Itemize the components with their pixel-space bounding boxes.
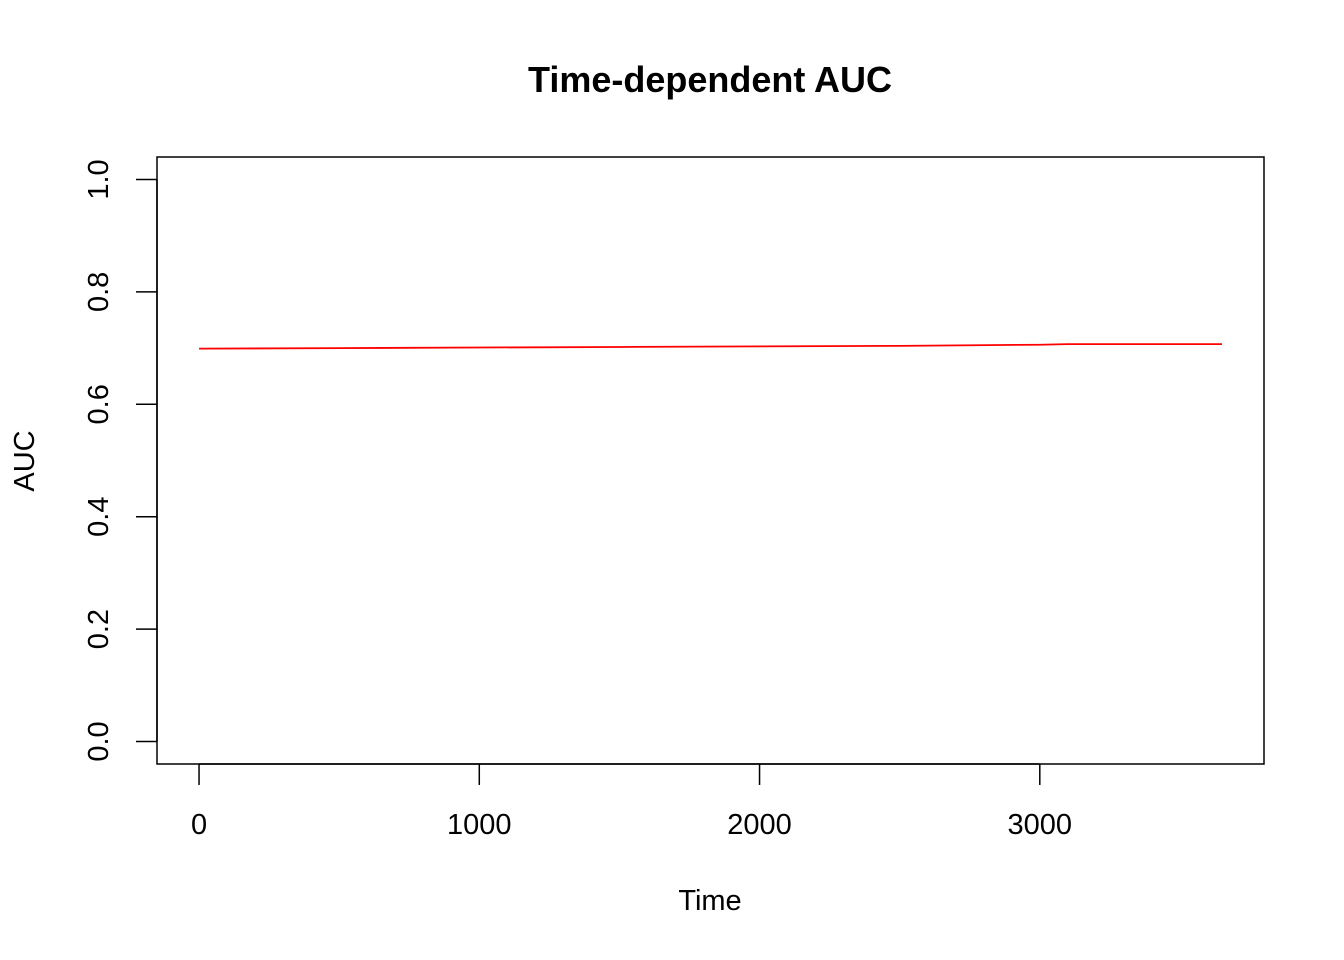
x-tick-label: 2000 <box>727 809 792 841</box>
x-tick-label: 0 <box>191 809 207 841</box>
y-tick-label: 0.2 <box>83 609 115 649</box>
y-tick-label: 0.6 <box>83 384 115 424</box>
y-tick-label: 0.4 <box>83 497 115 537</box>
x-axis-label: Time <box>678 885 741 917</box>
y-axis-label: AUC <box>9 430 41 491</box>
series-line <box>199 343 1222 350</box>
x-axis: 0 1000 2000 3000 <box>191 763 1073 841</box>
chart-title: Time-dependent AUC <box>528 59 892 100</box>
x-tick-label: 1000 <box>447 809 512 841</box>
series-layer <box>199 343 1222 350</box>
plot-frame <box>156 156 1265 765</box>
y-axis: 0.0 0.2 0.4 0.6 0.8 1.0 <box>83 159 158 762</box>
y-tick-label: 0.8 <box>83 272 115 312</box>
y-tick-label: 0.0 <box>83 721 115 761</box>
y-tick-label: 1.0 <box>83 159 115 199</box>
x-tick-label: 3000 <box>1008 809 1073 841</box>
